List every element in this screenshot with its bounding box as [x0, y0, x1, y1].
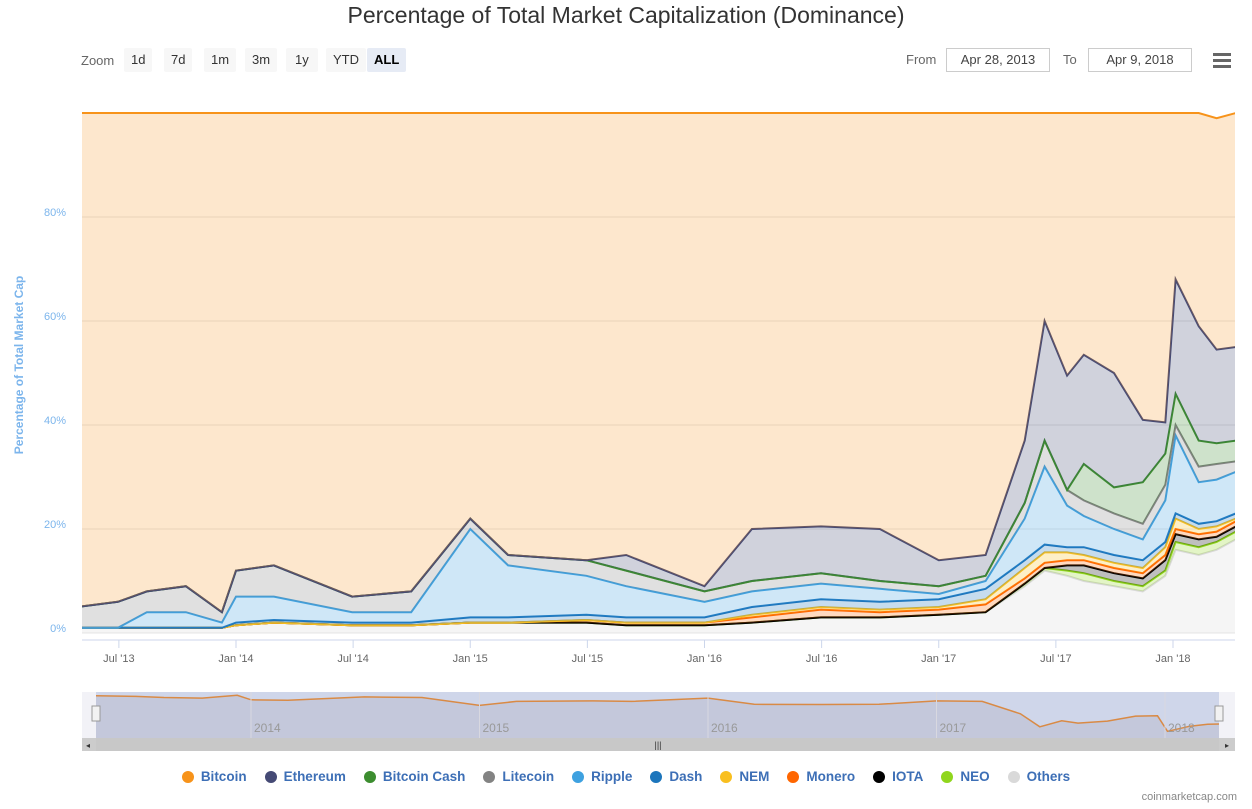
legend-dot-icon: [181, 770, 194, 783]
legend-dot-icon: [787, 770, 800, 783]
line-ripple: [82, 432, 1235, 629]
zoom-all-button[interactable]: ALL: [367, 48, 407, 72]
legend-label: NEM: [739, 769, 770, 784]
x-tick-label: Jul '15: [572, 653, 603, 665]
y-axis-title: Percentage of Total Market Cap: [12, 276, 26, 455]
legend-dot-icon: [650, 770, 663, 783]
x-tick-label: Jul '13: [103, 653, 134, 665]
zoom-label: Zoom: [81, 53, 115, 68]
zoom-1d-button[interactable]: 1d: [124, 48, 153, 72]
to-label: To: [1063, 52, 1077, 67]
zoom-ytd-button[interactable]: YTD: [326, 48, 366, 72]
navigator-area: [96, 695, 1219, 738]
legend-label: Litecoin: [502, 769, 555, 784]
credit-link[interactable]: coinmarketcap.com: [1141, 791, 1237, 803]
zoom-3m-button[interactable]: 3m: [245, 48, 278, 72]
x-tick-label: Jan '14: [218, 653, 253, 665]
legend-item-dash[interactable]: Dash: [650, 769, 702, 784]
scrollbar-thumb[interactable]: [96, 738, 1219, 751]
zoom-1y-button[interactable]: 1y: [286, 48, 318, 72]
area-others[interactable]: [77, 539, 1236, 633]
scroll-right-arrow-icon[interactable]: ▸: [1225, 741, 1229, 750]
legend-item-ripple[interactable]: Ripple: [572, 769, 632, 784]
legend-item-others[interactable]: Others: [1007, 769, 1071, 784]
legend-label: Others: [1026, 769, 1071, 784]
legend-item-litecoin[interactable]: Litecoin: [483, 769, 554, 784]
legend-label: NEO: [960, 769, 990, 784]
area-litecoin[interactable]: [77, 425, 1236, 628]
navigator-tick-label: 2016: [711, 721, 738, 735]
legend-dot-icon: [264, 770, 277, 783]
legend-label: Dash: [669, 769, 703, 784]
zoom-1m-button[interactable]: 1m: [204, 48, 237, 72]
line-dash: [82, 512, 1235, 629]
x-tick-label: Jan '16: [687, 653, 722, 665]
to-date-input[interactable]: Apr 9, 2018: [1088, 48, 1192, 72]
legend-item-bitcoin-cash[interactable]: Bitcoin Cash: [363, 769, 466, 784]
hamburger-menu-icon[interactable]: [1213, 53, 1231, 71]
legend-dot-icon: [873, 770, 886, 783]
y-tick-label: 40%: [44, 415, 66, 427]
line-nem: [82, 517, 1235, 629]
x-tick-label: Jan '15: [453, 653, 488, 665]
legend-item-neo[interactable]: NEO: [941, 769, 990, 784]
legend-label: IOTA: [892, 769, 924, 784]
legend-dot-icon: [720, 770, 733, 783]
x-tick-label: Jul '16: [806, 653, 837, 665]
legend-label: Bitcoin Cash: [382, 769, 466, 784]
legend-label: Monero: [806, 769, 856, 784]
y-tick-label: 20%: [44, 519, 66, 531]
navigator-left-handle[interactable]: [91, 705, 101, 722]
legend-item-iota[interactable]: IOTA: [873, 769, 923, 784]
navigator-tick-label: 2018: [1168, 721, 1195, 735]
navigator-tick-label: 2014: [254, 721, 281, 735]
navigator-line: [96, 694, 1219, 733]
from-date-input[interactable]: Apr 28, 2013: [946, 48, 1050, 72]
chart-title: Percentage of Total Market Capitalizatio…: [347, 2, 905, 28]
area-dash[interactable]: [77, 513, 1236, 628]
legend-item-monero[interactable]: Monero: [787, 769, 855, 784]
x-tick-label: Jan '18: [1155, 653, 1190, 665]
navigator-tick-label: 2017: [940, 721, 967, 735]
legend-dot-icon: [483, 770, 496, 783]
y-tick-label: 80%: [44, 207, 66, 219]
legend-dot-icon: [941, 770, 954, 783]
x-tick-label: Jul '14: [337, 653, 368, 665]
navigator-tick-label: 2015: [483, 721, 510, 735]
line-ethereum: [82, 275, 1235, 614]
legend-item-ethereum[interactable]: Ethereum: [264, 769, 346, 784]
navigator-right-handle[interactable]: [1214, 705, 1224, 722]
x-tick-label: Jul '17: [1040, 653, 1071, 665]
legend-label: Ripple: [591, 769, 633, 784]
legend: Bitcoin Ethereum Bitcoin Cash Litecoin Rippl…: [0, 769, 1252, 784]
from-label: From: [906, 52, 937, 67]
legend-label: Bitcoin: [200, 769, 247, 784]
legend-dot-icon: [572, 770, 585, 783]
scroll-left-arrow-icon[interactable]: ◂: [86, 741, 90, 750]
legend-item-nem[interactable]: NEM: [720, 769, 769, 784]
x-tick-label: Jan '17: [921, 653, 956, 665]
y-tick-label: 0%: [50, 623, 66, 635]
legend-dot-icon: [363, 770, 376, 783]
scrollbar-grip-icon: |||: [654, 740, 661, 750]
legend-dot-icon: [1007, 770, 1020, 783]
legend-label: Ethereum: [283, 769, 346, 784]
area-bitcoin[interactable]: [77, 113, 1236, 613]
legend-item-bitcoin[interactable]: Bitcoin: [181, 769, 247, 784]
line-bitcoin: [82, 112, 1235, 120]
y-tick-label: 60%: [44, 311, 66, 323]
zoom-7d-button[interactable]: 7d: [164, 48, 193, 72]
